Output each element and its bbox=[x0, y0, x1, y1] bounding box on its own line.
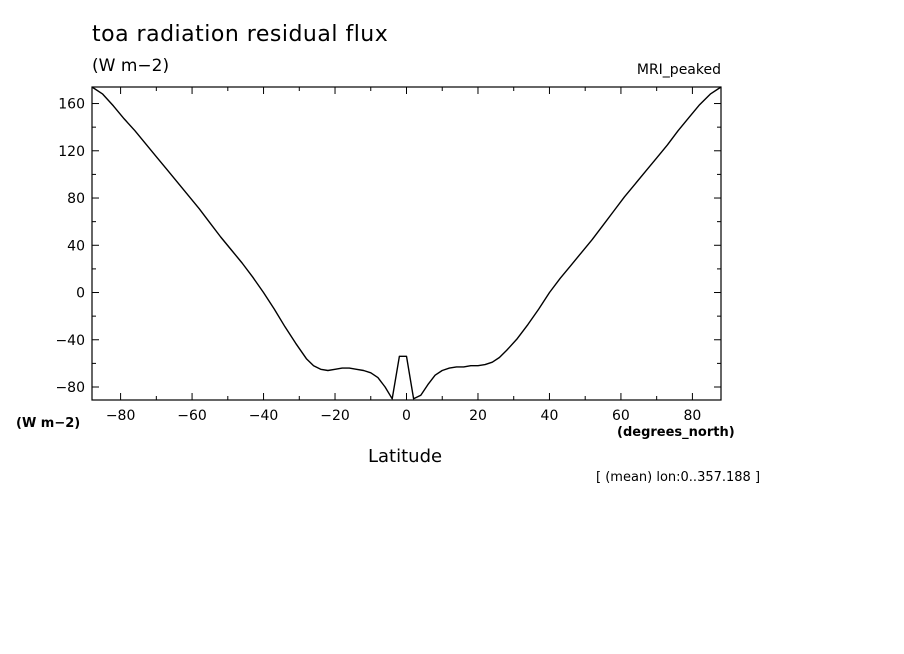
x-axis-label: Latitude bbox=[368, 446, 443, 467]
series-line-0 bbox=[91, 86, 722, 400]
chart-title: toa radiation residual flux bbox=[92, 22, 389, 47]
averaging-footnote: [ (mean) lon:0..357.188 ] bbox=[596, 470, 761, 485]
tick-label-group: −80 −60 −40 −20 0 20 40 60 80 −80 −40 0 40 80 120 160 bbox=[55, 97, 701, 424]
series-group bbox=[91, 86, 722, 400]
y-tick-label: −40 bbox=[55, 333, 85, 349]
x-tick-label: 40 bbox=[541, 408, 559, 424]
x-tick-label: −80 bbox=[106, 408, 136, 424]
x-tick-label: 20 bbox=[469, 408, 487, 424]
y-tick-label: 120 bbox=[58, 144, 85, 160]
x-tick-label: 0 bbox=[402, 408, 411, 424]
chart-units: (W m−2) bbox=[92, 56, 170, 76]
x-tick-label: −20 bbox=[320, 408, 350, 424]
y-tick-label: 40 bbox=[67, 238, 85, 254]
model-label: MRI_peaked bbox=[636, 62, 721, 78]
y-tick-label: −80 bbox=[55, 380, 85, 396]
plot-frame bbox=[91, 86, 722, 401]
y-tick-label: 80 bbox=[67, 191, 85, 207]
x-tick-label: 60 bbox=[612, 408, 630, 424]
tick-group bbox=[92, 87, 721, 400]
y-tick-label: 160 bbox=[58, 97, 85, 113]
y-tick-label: 0 bbox=[76, 286, 85, 302]
x-axis-unit-label: (degrees_north) bbox=[617, 425, 735, 440]
x-tick-label: −60 bbox=[177, 408, 207, 424]
y-axis-unit-label: (W m−2) bbox=[16, 416, 81, 431]
x-tick-label: 80 bbox=[683, 408, 701, 424]
x-tick-label: −40 bbox=[249, 408, 279, 424]
